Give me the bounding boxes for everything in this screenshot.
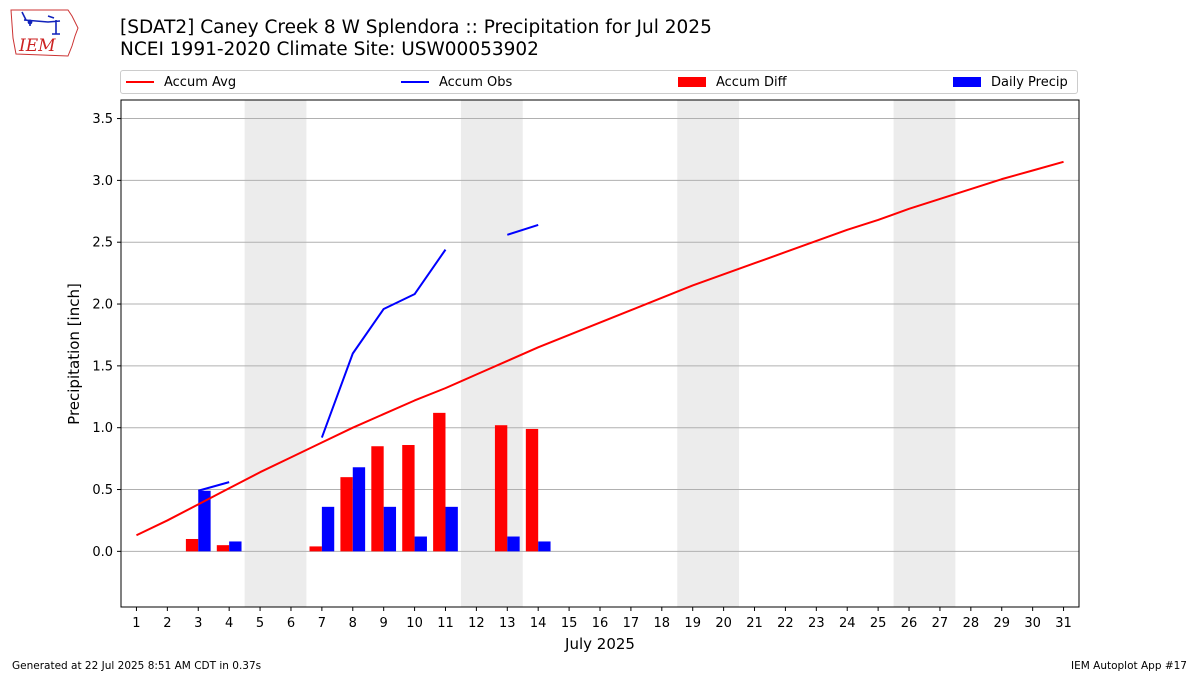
- y-tick-label: 0.0: [92, 545, 113, 560]
- accum-diff-bar: [340, 477, 353, 552]
- y-tick-label: 3.0: [92, 174, 113, 189]
- x-tick-label: 30: [1024, 616, 1041, 631]
- legend-entry-accum-diff: Accum Diff: [678, 75, 787, 91]
- x-tick-label: 4: [225, 616, 233, 631]
- logo-text: IEM: [18, 36, 56, 56]
- daily-precip-bar: [321, 506, 335, 552]
- accum-diff-bar: [402, 445, 415, 552]
- x-tick-label: 13: [499, 616, 516, 631]
- accum-diff-bar: [494, 425, 508, 552]
- accum-diff-bar: [433, 412, 446, 552]
- legend-swatch-accum-obs: [401, 80, 429, 83]
- y-tick-label: 2.5: [92, 236, 113, 251]
- x-tick-label: 21: [746, 616, 763, 631]
- weekend-band: [893, 100, 956, 607]
- weekend-band: [677, 100, 740, 607]
- x-tick-label: 23: [808, 616, 825, 631]
- legend-label-daily-precip: Daily Precip: [991, 75, 1068, 90]
- x-tick-label: 24: [839, 616, 856, 631]
- app-footer: IEM Autoplot App #17: [1071, 660, 1187, 672]
- weekend-band: [244, 100, 307, 607]
- x-tick-label: 20: [715, 616, 732, 631]
- x-tick-label: 17: [623, 616, 640, 631]
- legend-entry-accum-avg: Accum Avg: [126, 75, 236, 91]
- accum-diff-bar: [309, 546, 322, 552]
- accum-diff-bar: [525, 428, 539, 552]
- y-axis-label: Precipitation [inch]: [65, 283, 83, 425]
- accum-obs-line: [197, 481, 230, 492]
- x-tick-label: 11: [437, 616, 454, 631]
- weather-station-icon: [21, 11, 61, 35]
- daily-precip-bar: [414, 536, 427, 552]
- x-tick-label: 12: [468, 616, 485, 631]
- generated-footer: Generated at 22 Jul 2025 8:51 AM CDT in …: [12, 660, 262, 672]
- legend-label-accum-diff: Accum Diff: [716, 75, 787, 90]
- chart-legend: Accum Avg Accum Obs Accum Diff Daily Pre…: [120, 70, 1078, 94]
- chart-title: [SDAT2] Caney Creek 8 W Splendora :: Pre…: [120, 17, 712, 61]
- title-line-2: NCEI 1991-2020 Climate Site: USW00053902: [120, 39, 539, 60]
- iowa-outline-icon: [10, 9, 79, 57]
- x-tick-label: 2: [163, 616, 171, 631]
- x-tick-label: 10: [406, 616, 423, 631]
- x-tick-label: 29: [993, 616, 1010, 631]
- y-tick-label: 1.0: [92, 421, 113, 436]
- legend-label-accum-obs: Accum Obs: [439, 75, 513, 90]
- legend-swatch-accum-avg: [126, 80, 154, 83]
- accum-diff-bar: [371, 446, 384, 552]
- accum-obs-line: [506, 223, 539, 236]
- x-tick-label: 27: [932, 616, 949, 631]
- legend-entry-accum-obs: Accum Obs: [401, 75, 512, 91]
- x-tick-label: 5: [256, 616, 264, 631]
- daily-precip-bar: [538, 541, 551, 552]
- title-line-1: [SDAT2] Caney Creek 8 W Splendora :: Pre…: [120, 17, 712, 38]
- daily-precip-bar: [445, 506, 458, 552]
- y-tick-label: 1.5: [92, 359, 113, 374]
- x-tick-label: 3: [194, 616, 202, 631]
- legend-label-accum-avg: Accum Avg: [164, 75, 237, 90]
- legend-swatch-daily-precip: [953, 76, 981, 87]
- x-tick-label: 8: [349, 616, 357, 631]
- x-tick-label: 26: [901, 616, 918, 631]
- x-tick-label: 15: [561, 616, 578, 631]
- y-tick-label: 2.0: [92, 298, 113, 313]
- x-axis-label: July 2025: [564, 635, 635, 653]
- accum-diff-bar: [185, 538, 199, 552]
- x-tick-label: 1: [132, 616, 140, 631]
- x-tick-label: 25: [870, 616, 887, 631]
- accum-diff-bar: [216, 545, 230, 552]
- accum-obs-line: [320, 249, 447, 438]
- x-tick-label: 31: [1055, 616, 1072, 631]
- daily-precip-bar: [383, 506, 397, 552]
- daily-precip-bar: [229, 541, 242, 552]
- y-tick-label: 0.5: [92, 483, 113, 498]
- x-tick-label: 16: [592, 616, 609, 631]
- x-tick-label: 22: [777, 616, 794, 631]
- accum-avg-line: [136, 160, 1064, 537]
- daily-precip-bar: [507, 536, 520, 552]
- x-tick-label: 7: [318, 616, 326, 631]
- y-tick-label: 3.5: [92, 112, 113, 127]
- x-tick-label: 14: [530, 616, 547, 631]
- x-tick-label: 19: [684, 616, 701, 631]
- x-tick-label: 9: [380, 616, 388, 631]
- x-tick-label: 28: [963, 616, 980, 631]
- daily-precip-bar: [198, 490, 211, 552]
- legend-entry-daily-precip: Daily Precip: [953, 75, 1068, 91]
- iem-logo: IEM: [10, 9, 79, 57]
- x-tick-label: 6: [287, 616, 295, 631]
- legend-swatch-accum-diff: [678, 76, 706, 87]
- weekend-band: [460, 100, 523, 607]
- x-tick-label: 18: [654, 616, 671, 631]
- daily-precip-bar: [352, 467, 366, 552]
